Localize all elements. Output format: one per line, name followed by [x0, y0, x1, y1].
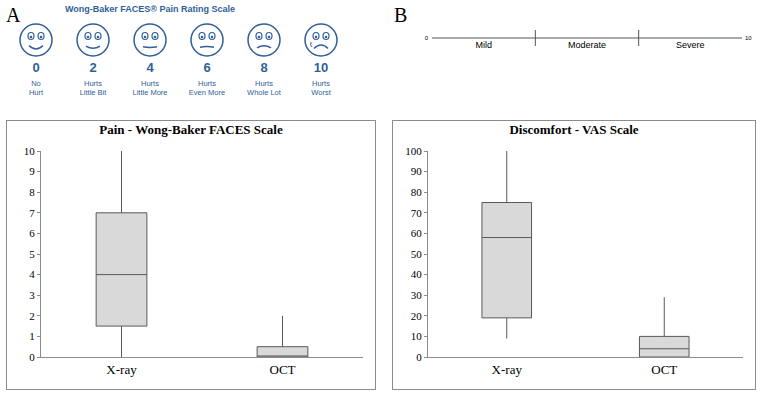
- svg-text:6: 6: [29, 227, 35, 239]
- svg-text:70: 70: [411, 207, 423, 219]
- svg-text:8: 8: [29, 186, 35, 198]
- svg-text:Little Bit: Little Bit: [80, 88, 108, 97]
- svg-text:4: 4: [29, 268, 35, 280]
- svg-text:60: 60: [411, 227, 423, 239]
- svg-text:3: 3: [29, 289, 35, 301]
- svg-text:6: 6: [203, 60, 210, 75]
- svg-text:10: 10: [745, 35, 752, 41]
- svg-text:Severe: Severe: [676, 40, 705, 50]
- svg-text:9: 9: [29, 165, 35, 177]
- svg-text:Little More: Little More: [132, 88, 167, 97]
- svg-text:Pain - Wong-Baker FACES Scale: Pain - Wong-Baker FACES Scale: [99, 122, 283, 137]
- svg-text:OCT: OCT: [651, 362, 677, 377]
- svg-text:Hurts: Hurts: [84, 79, 102, 88]
- svg-text:No: No: [31, 79, 41, 88]
- svg-text:Wong-Baker FACES® Pain Rating: Wong-Baker FACES® Pain Rating Scale: [65, 4, 235, 14]
- svg-text:40: 40: [411, 268, 423, 280]
- svg-text:B: B: [394, 4, 407, 26]
- svg-text:100: 100: [405, 145, 422, 157]
- svg-text:Hurts: Hurts: [141, 79, 159, 88]
- svg-text:80: 80: [411, 186, 423, 198]
- svg-text:1: 1: [29, 330, 35, 342]
- svg-text:X-ray: X-ray: [492, 362, 523, 377]
- svg-text:50: 50: [411, 248, 423, 260]
- svg-text:2: 2: [89, 60, 96, 75]
- svg-text:5: 5: [29, 248, 35, 260]
- svg-text:Even More: Even More: [189, 88, 225, 97]
- svg-text:Moderate: Moderate: [568, 40, 606, 50]
- svg-text:Whole Lot: Whole Lot: [247, 88, 282, 97]
- svg-text:0: 0: [32, 60, 39, 75]
- svg-text:7: 7: [29, 207, 35, 219]
- svg-text:2: 2: [29, 310, 35, 322]
- svg-text:Hurts: Hurts: [312, 79, 330, 88]
- svg-text:8: 8: [260, 60, 267, 75]
- svg-text:Discomfort - VAS Scale: Discomfort - VAS Scale: [509, 122, 638, 137]
- svg-text:10: 10: [314, 60, 328, 75]
- svg-text:10: 10: [24, 145, 36, 157]
- svg-text:X-ray: X-ray: [106, 362, 137, 377]
- svg-text:4: 4: [146, 60, 154, 75]
- svg-text:90: 90: [411, 165, 423, 177]
- svg-text:Hurts: Hurts: [255, 79, 273, 88]
- svg-text:Mild: Mild: [475, 40, 492, 50]
- svg-text:20: 20: [411, 310, 423, 322]
- svg-text:OCT: OCT: [270, 362, 296, 377]
- svg-text:10: 10: [411, 330, 423, 342]
- svg-text:Worst: Worst: [311, 88, 331, 97]
- svg-text:A: A: [6, 4, 21, 26]
- svg-text:0: 0: [29, 351, 35, 363]
- svg-text:Hurts: Hurts: [198, 79, 216, 88]
- svg-text:0: 0: [416, 351, 422, 363]
- svg-text:0: 0: [425, 35, 429, 41]
- svg-text:30: 30: [411, 289, 423, 301]
- svg-text:Hurt: Hurt: [29, 88, 44, 97]
